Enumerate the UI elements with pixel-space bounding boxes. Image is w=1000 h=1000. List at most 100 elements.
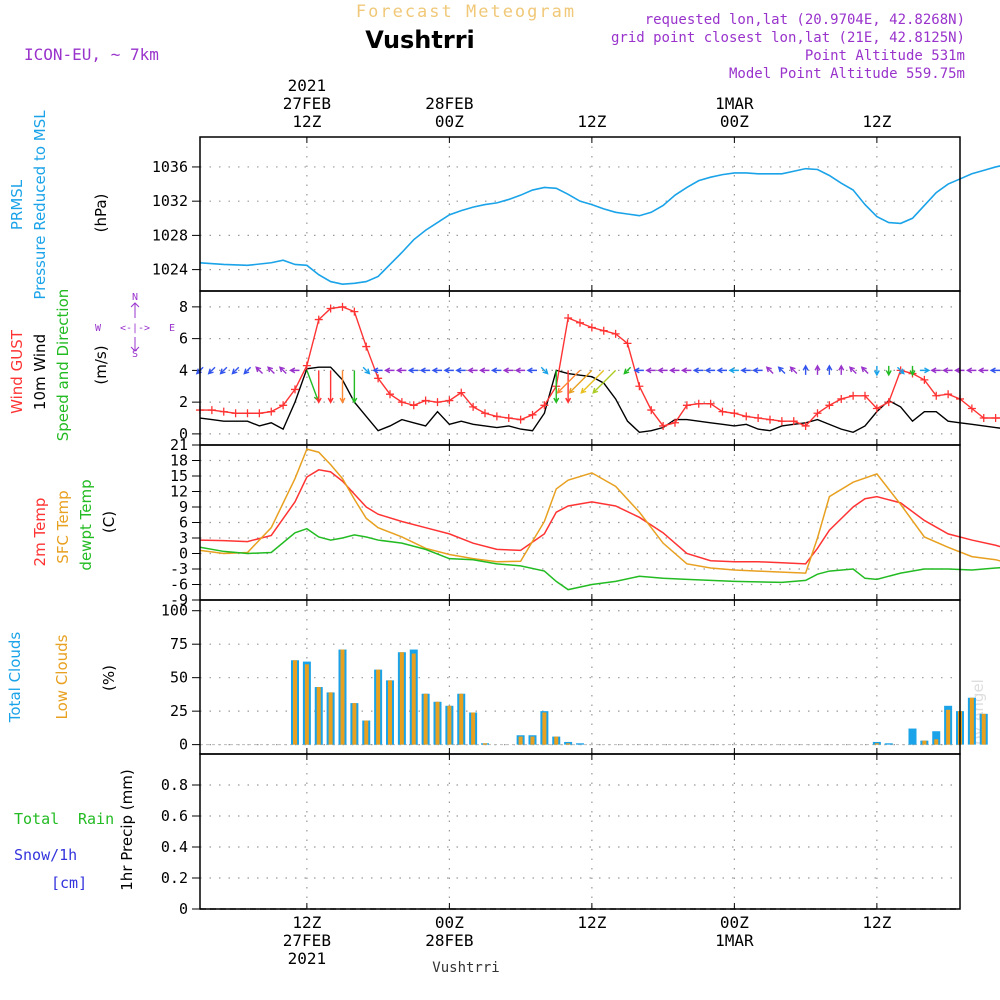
gust-marker bbox=[647, 406, 656, 415]
pressure-line bbox=[199, 165, 1000, 285]
gust-marker bbox=[279, 401, 288, 410]
total-cloud-bar bbox=[932, 731, 941, 745]
wind-direction-arrow bbox=[896, 366, 905, 375]
station-title: Vushtrri bbox=[365, 26, 475, 54]
time-tick-top-label: 2021 bbox=[288, 76, 327, 95]
wind-direction-arrow bbox=[568, 369, 593, 394]
gust-marker bbox=[837, 394, 846, 403]
gust-marker bbox=[944, 390, 953, 399]
wind-direction-arrow bbox=[306, 370, 320, 402]
gust-marker bbox=[813, 409, 822, 418]
low-cloud-bar bbox=[946, 709, 951, 745]
gust-marker bbox=[457, 388, 466, 397]
gust-marker bbox=[445, 396, 454, 405]
gust-marker bbox=[433, 398, 442, 407]
compass-ns-arrows bbox=[130, 302, 140, 352]
compass-icon: N S W E <-|-> bbox=[95, 292, 175, 360]
wind-direction-arrow bbox=[565, 370, 572, 404]
overline-title: Forecast Meteogram bbox=[356, 2, 576, 22]
y-tick-label: 6 bbox=[179, 514, 188, 532]
wind-direction-arrow bbox=[740, 367, 751, 374]
low-cloud-bar bbox=[554, 736, 559, 745]
precip-ylabel: 1hr Precip (mm) bbox=[118, 769, 136, 890]
wind-direction-arrow bbox=[909, 365, 916, 377]
wind-direction-arrow bbox=[814, 364, 821, 375]
y-tick-label: -9 bbox=[170, 591, 188, 609]
y-tick-label: 9 bbox=[179, 498, 188, 516]
wind-direction-arrow bbox=[526, 367, 537, 374]
time-tick-bottom-label: 1MAR bbox=[715, 931, 754, 950]
temp-line-1 bbox=[199, 448, 1000, 574]
wind-direction-arrow bbox=[752, 367, 763, 374]
wind-direction-arrow bbox=[704, 367, 716, 374]
wind-direction-arrow bbox=[431, 367, 442, 374]
wind-direction-arrow bbox=[623, 366, 632, 375]
wind-direction-arrow bbox=[669, 367, 680, 374]
compass-e: E bbox=[169, 323, 175, 334]
wind-direction-arrow bbox=[580, 369, 605, 394]
y-tick-label: 25 bbox=[170, 702, 188, 720]
low-cloud-bar bbox=[376, 669, 381, 745]
gust-marker bbox=[742, 412, 751, 421]
wind-direction-arrow bbox=[278, 366, 287, 375]
low-cloud-bar bbox=[304, 664, 309, 745]
gust-marker bbox=[314, 315, 323, 324]
wind-direction-arrow bbox=[777, 366, 786, 375]
wind-direction-arrow bbox=[942, 367, 953, 374]
wind-direction-arrow bbox=[977, 367, 989, 374]
side-labels: PRMSL Pressure Reduced to MSL (hPa) Wind GU… bbox=[6, 110, 175, 892]
wind-direction-arrow bbox=[443, 367, 454, 374]
panel-precip: 0 0.2 0.4 0.6 0.8 bbox=[161, 753, 961, 918]
low-cloud-bar bbox=[518, 736, 523, 745]
panels: 102410281032103602468-9-6-30369121518210… bbox=[6, 110, 1000, 918]
low-cloud-bar bbox=[388, 680, 392, 745]
y-tick-label: -6 bbox=[170, 576, 188, 594]
gust-marker bbox=[540, 401, 549, 410]
wind-direction-arrow bbox=[789, 366, 798, 375]
y-tick-label: 100 bbox=[161, 602, 188, 620]
low-cloud-bar bbox=[922, 740, 927, 745]
y-tick-label: 8 bbox=[179, 298, 188, 316]
gust-marker bbox=[409, 401, 418, 410]
low-cloud-bar bbox=[399, 652, 404, 745]
wind-direction-arrow bbox=[692, 367, 704, 374]
time-tick-bottom-label: 2021 bbox=[288, 949, 327, 968]
point-altitude: Point Altitude 531m bbox=[805, 48, 965, 64]
requested-coords: requested lon,lat (20.9704E, 42.8268N) bbox=[645, 12, 965, 28]
wind-direction-arrow bbox=[553, 370, 560, 404]
time-tick-top-label: 12Z bbox=[862, 112, 891, 131]
wind-direction-arrow bbox=[657, 367, 668, 374]
gust-marker bbox=[397, 398, 406, 407]
wind-direction-arrow bbox=[479, 367, 490, 374]
gust-marker bbox=[219, 407, 228, 416]
temp-sfc-label: SFC Temp bbox=[54, 490, 72, 563]
gust-marker bbox=[730, 409, 739, 418]
panel-frame bbox=[199, 599, 961, 755]
gust-marker bbox=[623, 339, 632, 348]
wind-direction-arrow bbox=[339, 370, 346, 404]
temp-line-2 bbox=[199, 527, 1000, 591]
time-tick-bottom-label: 12Z bbox=[577, 913, 606, 932]
total-cloud-bar bbox=[576, 743, 584, 745]
pressure-unit: (hPa) bbox=[92, 194, 110, 233]
wind-direction-arrow bbox=[267, 366, 275, 375]
temp-dewpt-label: dewpt Temp bbox=[77, 479, 95, 570]
wind-direction-arrow bbox=[645, 367, 656, 374]
y-tick-label: 0 bbox=[179, 736, 188, 754]
time-tick-top-label: 00Z bbox=[720, 112, 749, 131]
temp-line-0 bbox=[199, 469, 1000, 565]
wind-direction-arrow bbox=[243, 366, 252, 375]
wind-direction-arrow bbox=[716, 367, 727, 374]
y-tick-label: 0 bbox=[179, 425, 188, 443]
low-cloud-bar bbox=[459, 693, 464, 745]
header: Forecast Meteogram Vushtrri ICON-EU, ~ 7… bbox=[24, 2, 987, 976]
wind-gust-line bbox=[200, 306, 1000, 427]
time-axis-bottom: 12Z27FEB202100Z28FEB12Z00Z1MAR12Z00Z2MAR bbox=[283, 913, 892, 968]
wind-direction-arrow bbox=[826, 364, 833, 375]
wind-direction-arrow bbox=[838, 364, 845, 375]
gust-marker bbox=[386, 390, 394, 399]
low-cloud-bar bbox=[411, 653, 416, 745]
wind-direction-arrow bbox=[989, 367, 1000, 374]
gust-marker bbox=[611, 329, 620, 338]
compass-w: W bbox=[95, 323, 102, 334]
